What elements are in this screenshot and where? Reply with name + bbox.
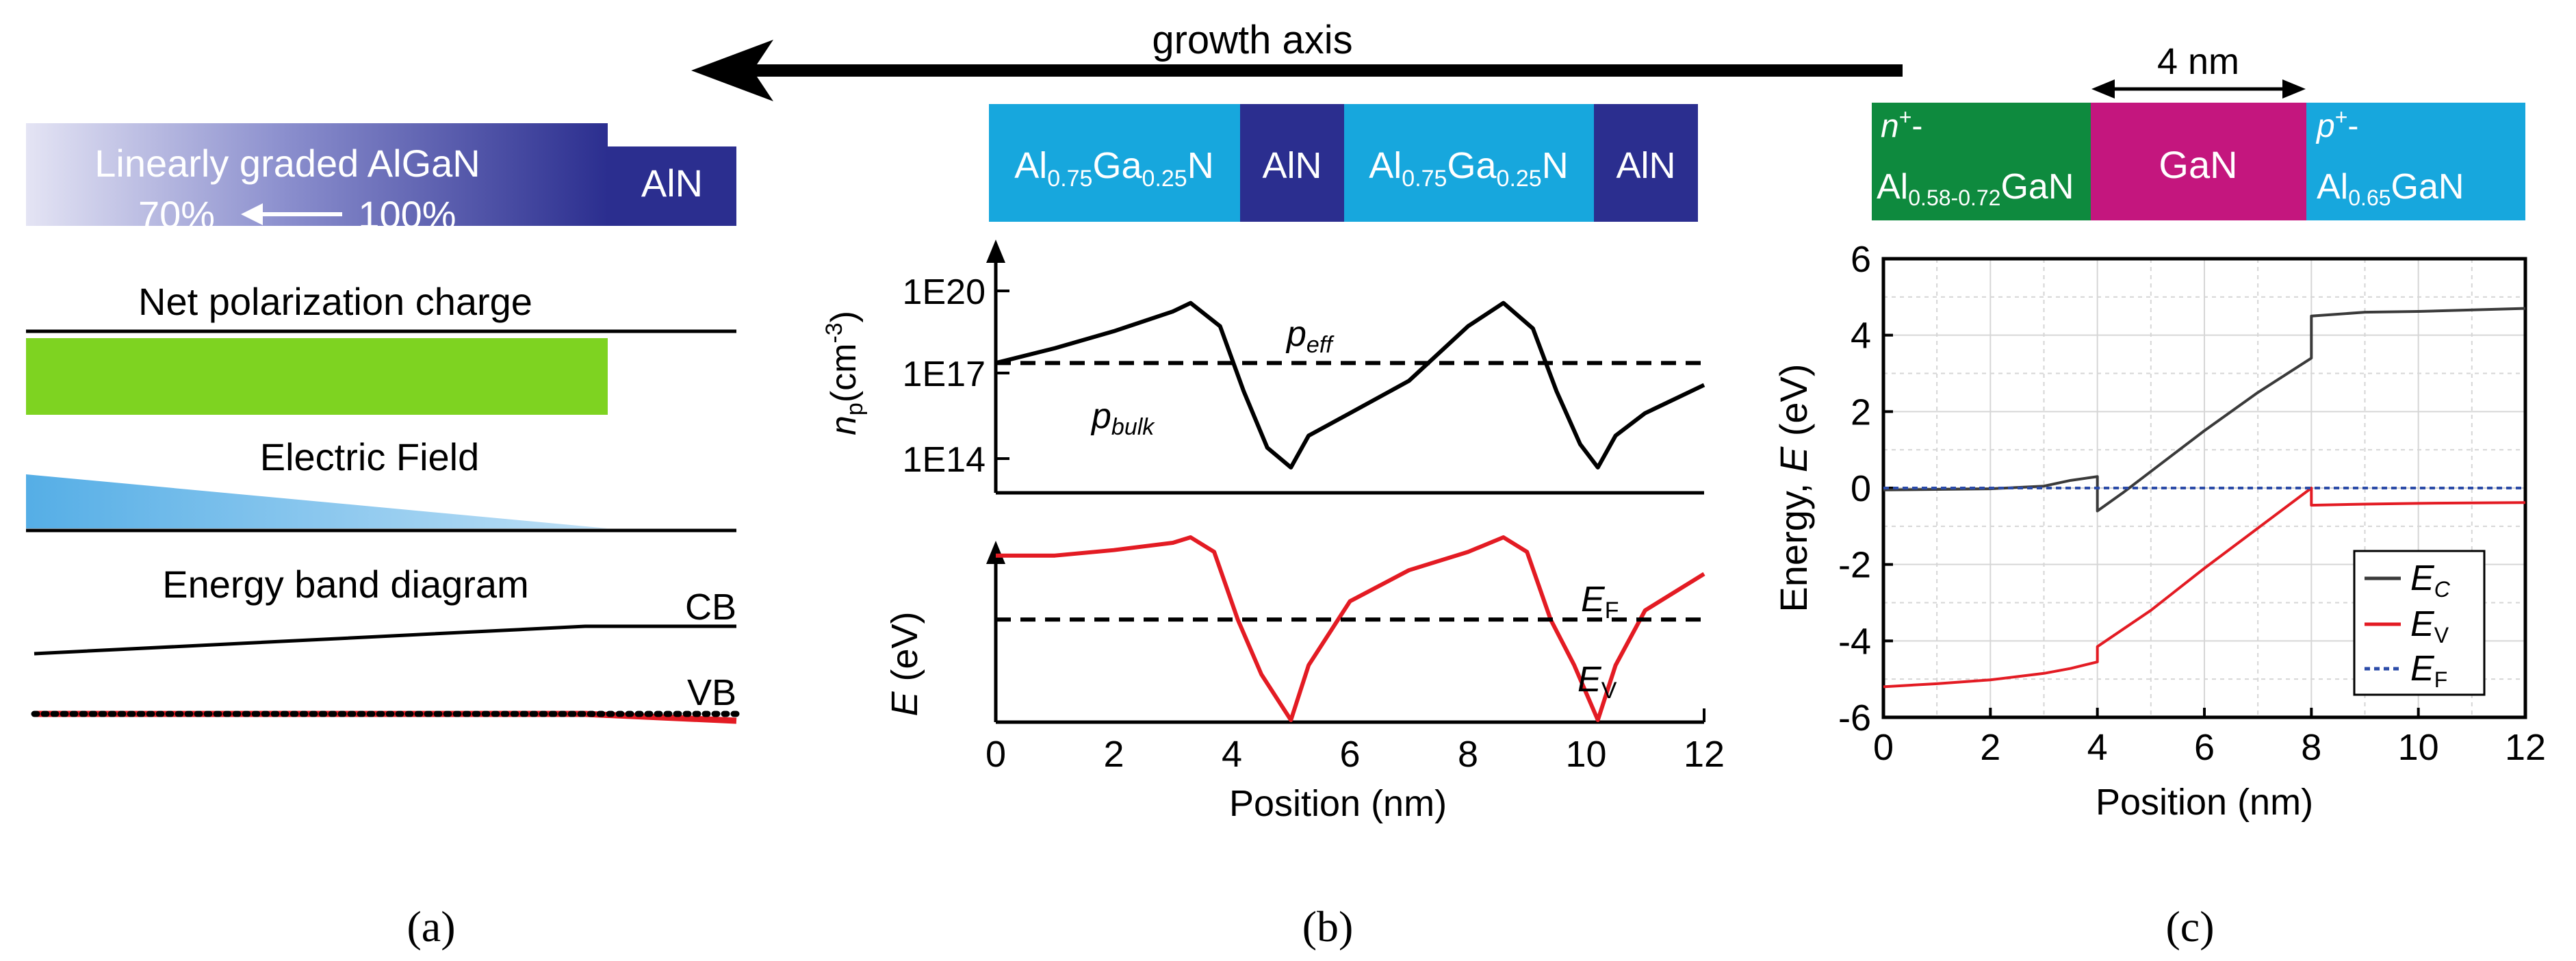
span-arrow [2091, 79, 2306, 99]
c-ytick-label: -4 [1838, 621, 1871, 662]
c-xtick-label: 10 [2398, 727, 2439, 768]
growth-axis-arrow [691, 40, 1903, 101]
legend-ev-label: EV [2410, 604, 2449, 648]
layer-algan-1-label: Al0.75Ga0.25N [1014, 145, 1213, 192]
b-xtick-label: 10 [1565, 734, 1606, 775]
n-layer-line1: n+- [1881, 105, 1922, 144]
layer-algan-1 [989, 104, 1240, 222]
np-axes [986, 240, 1704, 495]
c-xtick-label: 12 [2505, 727, 2546, 768]
electric-field-wedge [26, 474, 608, 528]
np-series [995, 300, 1705, 470]
net-polarization-label: Net polarization charge [138, 280, 532, 323]
electric-field-label: Electric Field [260, 435, 480, 478]
c-ytick-label: 2 [1851, 392, 1871, 433]
grading-arrow [241, 203, 342, 225]
c-xtick-label: 2 [1980, 727, 2000, 768]
np-line [995, 300, 1705, 470]
span-label: 4 nm [2157, 41, 2239, 82]
ec-line [1883, 307, 2526, 513]
pct-start-label: 70% [138, 193, 215, 236]
layer-gan [2091, 103, 2306, 220]
c-ytick-label: 6 [1851, 239, 1871, 280]
b-xtick-label: 4 [1222, 734, 1242, 775]
ev-ylabel: E (eV) [884, 611, 925, 716]
c-ylabel: Energy, E (eV) [1772, 363, 1815, 612]
caption-c: (c) [2165, 902, 2214, 951]
ev-red-line [996, 535, 1705, 722]
polarization-charge-block [26, 338, 608, 415]
c-ticks: 0 2 4 6 8 10 12 6 4 2 0 -2 -4 -6 [1838, 239, 2546, 768]
c-xtick-label: 0 [1873, 727, 1894, 768]
c-xlabel: Position (nm) [2096, 782, 2313, 823]
ev-series [996, 535, 1705, 722]
caption-b: (b) [1302, 902, 1354, 951]
ev-line [1883, 487, 2526, 689]
ef-label-b: EF [1581, 580, 1619, 624]
c-xtick-label: 6 [2194, 727, 2215, 768]
c-ytick-label: -2 [1838, 545, 1871, 586]
ev-axes [986, 541, 1705, 724]
conduction-band-line [34, 624, 736, 656]
layer-algan-2-label: Al0.75Ga0.25N [1369, 145, 1568, 192]
cb-label: CB [685, 587, 736, 628]
layer-aln-2 [1594, 104, 1698, 222]
b-xtick-label: 8 [1458, 734, 1478, 775]
np-tick-1e20: 1E20 [903, 272, 986, 312]
panel-c: 4 nm n+- Al0.58-0.72GaN GaN p+- Al0.65Ga… [1772, 41, 2546, 951]
p-bulk-label: pbulk [1090, 396, 1155, 440]
graded-algan-label: Linearly graded AlGaN [94, 142, 480, 185]
panel-a: Linearly graded AlGaN 70% 100% AlN Net p… [26, 123, 740, 951]
b-xtick-label: 0 [986, 734, 1006, 775]
legend-ec-label: EC [2410, 559, 2451, 602]
c-ytick-label: 4 [1851, 316, 1871, 357]
ev-label-b: EV [1577, 660, 1617, 704]
p-eff-label: peff [1285, 314, 1335, 358]
np-tick-1e14: 1E14 [903, 440, 986, 480]
np-tick-1e17: 1E17 [903, 355, 986, 394]
legend-ef-label: EF [2410, 649, 2447, 692]
b-xtick-label: 12 [1684, 734, 1725, 775]
layer-n-algan [1872, 103, 2091, 220]
panel-b: Al0.75Ga0.25N AlN Al0.75Ga0.25N AlN 1E20… [821, 104, 1725, 951]
c-ytick-label: -6 [1838, 697, 1871, 739]
np-ylabel: np(cm-3) [821, 311, 868, 435]
pct-end-label: 100% [358, 193, 456, 236]
b-xtick-label: 6 [1339, 734, 1360, 775]
layer-algan-2 [1344, 104, 1594, 222]
aln-label-a: AlN [641, 162, 703, 205]
layer-p-algan [2306, 103, 2525, 220]
caption-a: (a) [407, 902, 455, 951]
energy-band-label: Energy band diagram [162, 563, 528, 606]
b-xlabel: Position (nm) [1229, 783, 1447, 824]
b-xtick-label: 2 [1103, 734, 1124, 775]
c-xtick-label: 4 [2087, 727, 2108, 768]
p-layer-line2: Al0.65GaN [2317, 167, 2464, 210]
c-ytick-label: 0 [1851, 468, 1871, 509]
layer-aln-2-label: AlN [1616, 145, 1675, 186]
growth-axis-label: growth axis [1152, 18, 1352, 62]
layer-aln-1-label: AlN [1262, 145, 1322, 186]
b-xticks: 0 2 4 6 8 10 12 [986, 734, 1725, 775]
vb-label: VB [687, 672, 736, 713]
graded-algan-bar [26, 123, 608, 226]
p-layer-line1: p+- [2315, 105, 2358, 144]
gan-label: GaN [2159, 143, 2237, 186]
c-series [1883, 307, 2526, 689]
n-layer-line2: Al0.58-0.72GaN [1877, 167, 2074, 210]
c-xtick-label: 8 [2301, 727, 2321, 768]
aln-bar [608, 146, 736, 226]
layer-aln-1 [1240, 104, 1344, 222]
